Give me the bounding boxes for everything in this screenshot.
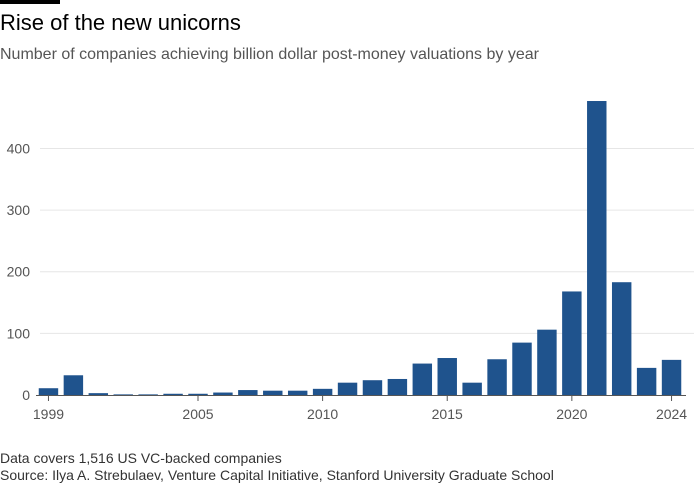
bar (263, 390, 283, 395)
x-tick-label: 2015 (432, 406, 463, 422)
bar (362, 380, 383, 395)
bar (38, 388, 59, 395)
bar (113, 394, 133, 395)
bar (287, 390, 308, 395)
bar (487, 359, 507, 395)
bar (611, 282, 632, 395)
bar-chart: 0 100 200 300 400 1999 2005 2010 2015 2020 2024 (7, 101, 694, 422)
bar (88, 393, 109, 395)
y-tick-label: 300 (7, 202, 31, 218)
top-rule (0, 0, 60, 4)
bar (337, 382, 358, 395)
chart-subtitle: Number of companies achieving billion do… (0, 46, 539, 63)
bar (163, 393, 183, 395)
x-tick-label: 1999 (33, 406, 64, 422)
bar (661, 359, 682, 395)
bar (412, 363, 433, 395)
x-tick-label: 2020 (556, 406, 587, 422)
bar (213, 392, 233, 395)
bar (587, 101, 607, 396)
bar (63, 375, 84, 395)
bar (238, 390, 258, 395)
bar (387, 378, 408, 395)
bar (462, 382, 482, 395)
source-note: Source: Ilya A. Strebulaev, Venture Capi… (0, 467, 554, 483)
bar (512, 342, 532, 395)
bar (437, 358, 457, 395)
chart-title: Rise of the new unicorns (0, 10, 241, 35)
y-tick-label: 0 (22, 387, 30, 403)
bar (636, 367, 657, 395)
bar (312, 388, 333, 395)
footnote: Data covers 1,516 US VC-backed companies (0, 450, 282, 466)
bar (537, 329, 557, 395)
chart-area: 0 100 200 300 400 1999 2005 2010 2015 2020 2024 (0, 85, 700, 435)
y-tick-label: 200 (7, 264, 31, 280)
bar (138, 394, 158, 395)
y-tick-label: 100 (7, 325, 31, 341)
x-tick-label: 2010 (307, 406, 338, 422)
x-tick-label: 2005 (182, 406, 213, 422)
y-tick-label: 400 (7, 140, 31, 156)
bar (562, 291, 582, 395)
x-tick-label: 2024 (656, 406, 687, 422)
bar (188, 393, 208, 395)
